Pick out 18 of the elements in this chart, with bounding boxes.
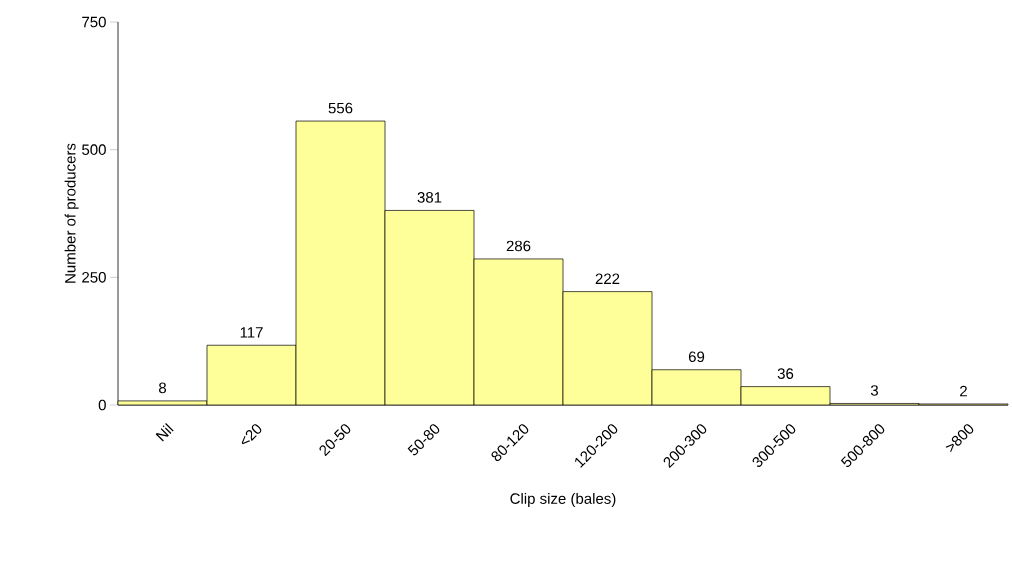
x-tick-label: Nil xyxy=(155,422,174,442)
x-tick-label: <20 xyxy=(241,424,262,445)
y-axis-title: Number of producers xyxy=(64,143,79,283)
data-label: 556 xyxy=(328,102,353,114)
data-label: 381 xyxy=(417,192,442,203)
data-label: 8 xyxy=(159,382,167,394)
y-tick-label: 0 xyxy=(98,399,106,411)
data-label: 36 xyxy=(777,368,794,379)
y-tick-label: 500 xyxy=(82,144,106,155)
y-tick-label: 750 xyxy=(82,16,106,28)
data-label: 222 xyxy=(595,273,620,284)
y-tick-label: 250 xyxy=(82,272,106,283)
data-label: 3 xyxy=(870,385,879,396)
data-label: 69 xyxy=(688,351,705,363)
data-label: 286 xyxy=(506,240,531,252)
x-axis-title: Clip size (bales) xyxy=(510,492,616,507)
data-label: 2 xyxy=(960,385,967,397)
data-label: 117 xyxy=(240,327,263,338)
